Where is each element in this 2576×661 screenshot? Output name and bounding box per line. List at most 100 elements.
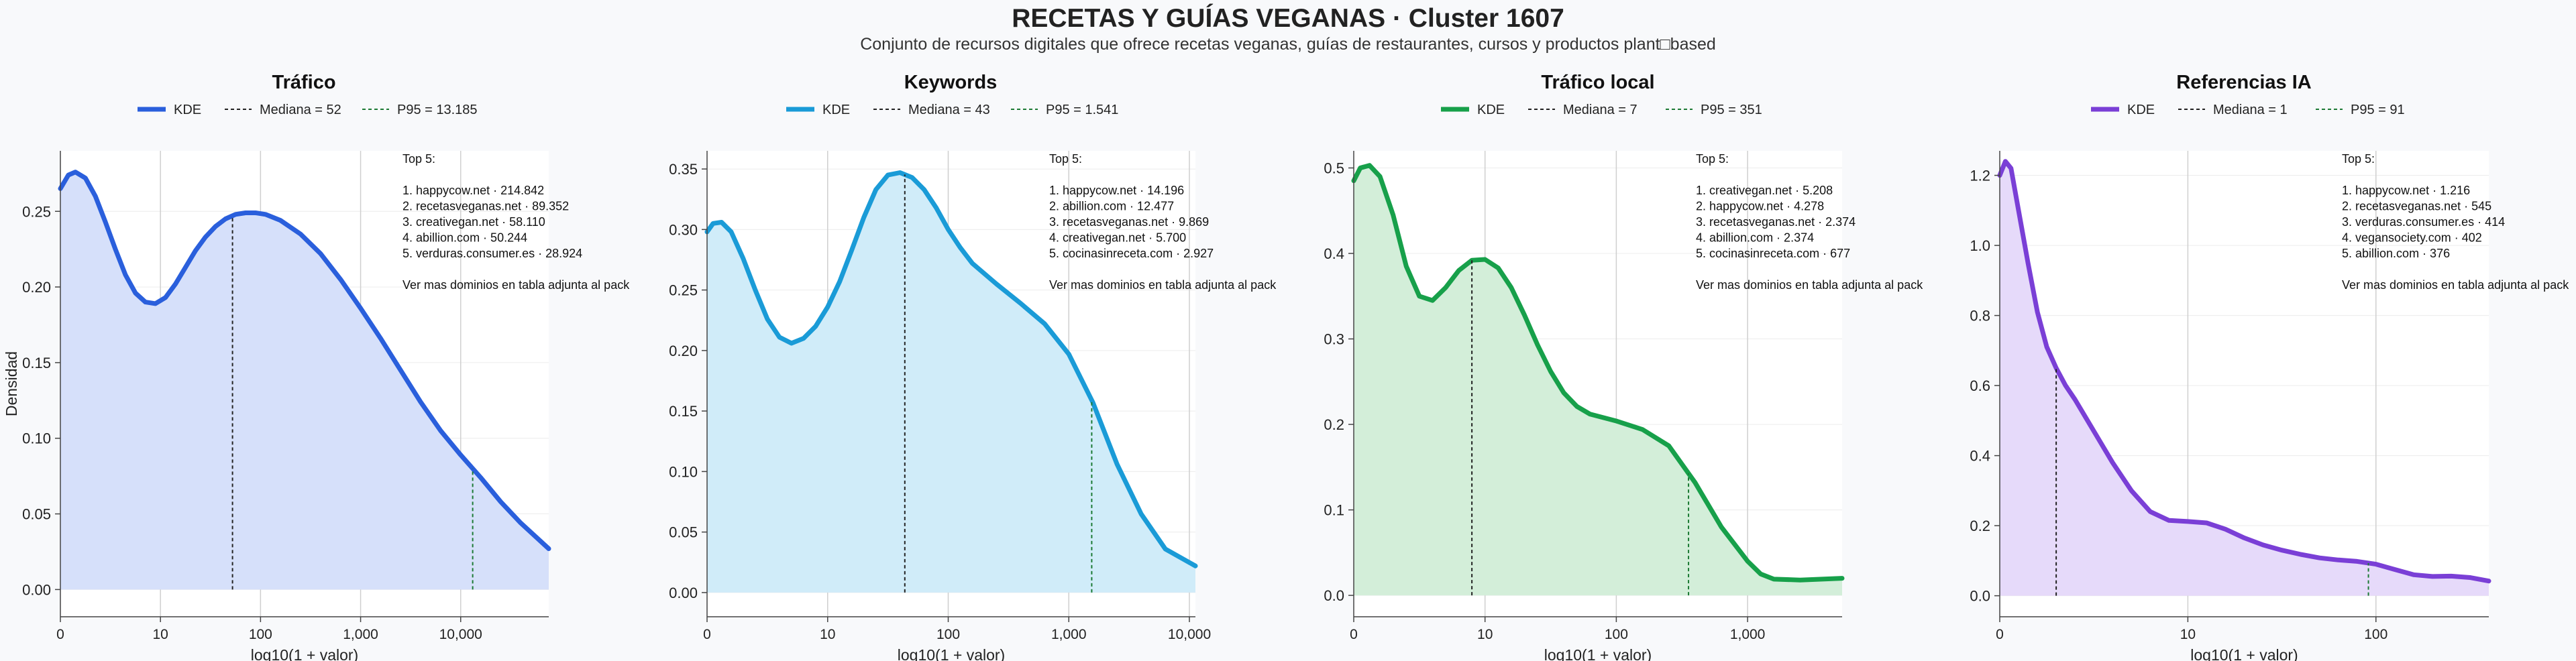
y-tick-label: 1.0 [1970, 237, 1990, 254]
annotation-line: Top 5: [1049, 152, 1082, 166]
annotation-line: 4. creativegan.net · 5.700 [1049, 231, 1186, 245]
annotation-line: 2. recetasveganas.net · 89.352 [402, 200, 569, 213]
y-tick-label: 0.10 [669, 463, 698, 480]
x-tick-label: 10 [2180, 627, 2196, 642]
x-tick-label: 0 [703, 627, 711, 642]
x-tick-label: 10,000 [1168, 627, 1211, 642]
chart-title: Tráfico local [1541, 72, 1654, 93]
y-tick-label: 0.0 [1324, 587, 1344, 604]
annotation-line: 5. cocinasinreceta.com · 2.927 [1049, 247, 1214, 260]
annotation-line: Ver mas dominios en tabla adjunta al pac… [1049, 278, 1277, 292]
y-tick-label: 0.4 [1970, 448, 1990, 465]
y-tick-label: 0.20 [22, 279, 51, 296]
y-tick-label: 0.3 [1324, 331, 1344, 348]
annotation-line: 1. happycow.net · 14.196 [1049, 184, 1184, 197]
legend-median-label: Mediana = 52 [260, 103, 341, 117]
page-subtitle: Conjunto de recursos digitales que ofrec… [860, 35, 1716, 54]
x-tick-label: 0 [1350, 627, 1358, 642]
annotation-line: 3. recetasveganas.net · 2.374 [1696, 215, 1856, 229]
x-tick-label: 100 [2364, 627, 2387, 642]
legend-p95-label: P95 = 91 [2351, 103, 2405, 117]
legend-p95-label: P95 = 13.185 [397, 103, 478, 117]
x-axis-label: log10(1 + valor) [2190, 646, 2298, 661]
kde-line [1351, 163, 1845, 583]
x-axis-label: log10(1 + valor) [898, 646, 1005, 661]
legend-median-label: Mediana = 1 [2213, 103, 2288, 117]
y-tick-label: 0.5 [1324, 160, 1344, 177]
y-tick-label: 0.8 [1970, 308, 1990, 324]
annotation-line: 2. happycow.net · 4.278 [1696, 200, 1824, 213]
chart-title: Tráfico [272, 72, 335, 93]
x-tick-label: 100 [936, 627, 960, 642]
annotation-line: 4. vegansociety.com · 402 [2342, 231, 2482, 245]
annotation-line: Top 5: [402, 152, 435, 166]
annotation-line: 2. abillion.com · 12.477 [1049, 200, 1174, 213]
legend-median-label: Mediana = 43 [908, 103, 990, 117]
chart-title: Referencias IA [2176, 72, 2312, 93]
y-axis-label: Densidad [3, 351, 20, 416]
y-tick-label: 1.2 [1970, 168, 1990, 184]
x-axis-label: log10(1 + valor) [251, 646, 358, 661]
annotation-line: 1. creativegan.net · 5.208 [1696, 184, 1833, 197]
y-tick-label: 0.25 [22, 203, 51, 220]
x-axis-label: log10(1 + valor) [1544, 646, 1652, 661]
y-tick-label: 0.25 [669, 282, 698, 299]
y-tick-label: 0.00 [669, 585, 698, 601]
x-tick-label: 100 [249, 627, 272, 642]
chart-panel-2: 0.00 0.05 0.10 0.15 0.20 0.25 0.30 0.35 0 10 100 1,… [669, 72, 1277, 661]
y-tick-label: 0.4 [1324, 245, 1344, 262]
annotation-line: Ver mas dominios en tabla adjunta al pac… [1696, 278, 1923, 292]
annotation-line: 4. abillion.com · 2.374 [1696, 231, 1814, 245]
y-tick-label: 0.05 [669, 524, 698, 541]
legend-median-label: Mediana = 7 [1563, 103, 1638, 117]
page-title: RECETAS Y GUÍAS VEGANAS · Cluster 1607 [1012, 4, 1564, 33]
y-tick-label: 0.15 [22, 355, 51, 371]
chart-panel-4: 0.0 0.2 0.4 0.6 0.8 1.0 1.2 0 10 100 log10(1 + val… [1970, 72, 2569, 661]
kde-area [1354, 165, 1842, 596]
y-tick-label: 0.20 [669, 343, 698, 359]
legend-kde-label: KDE [822, 103, 850, 117]
x-tick-label: 1,000 [343, 627, 378, 642]
annotation-line: Ver mas dominios en tabla adjunta al pac… [2342, 278, 2569, 292]
legend-kde-label: KDE [174, 103, 201, 117]
x-tick-label: 0 [1996, 627, 2004, 642]
annotation-line: 4. abillion.com · 50.244 [402, 231, 527, 245]
y-tick-label: 0.1 [1324, 502, 1344, 519]
annotation-line: 5. cocinasinreceta.com · 677 [1696, 247, 1850, 260]
x-tick-label: 0 [56, 627, 64, 642]
kde-area [2000, 161, 2489, 596]
y-tick-label: 0.0 [1970, 588, 1990, 605]
annotation-line: Ver mas dominios en tabla adjunta al pac… [402, 278, 630, 292]
legend-p95-label: P95 = 351 [1701, 103, 1762, 117]
y-tick-label: 0.30 [669, 221, 698, 238]
annotation-line: 5. abillion.com · 376 [2342, 247, 2450, 260]
annotation-line: Top 5: [2342, 152, 2375, 166]
annotation-line: 3. recetasveganas.net · 9.869 [1049, 215, 1209, 229]
legend-p95-label: P95 = 1.541 [1046, 103, 1118, 117]
x-tick-label: 1,000 [1051, 627, 1087, 642]
legend-kde-label: KDE [1477, 103, 1505, 117]
x-tick-label: 10,000 [439, 627, 482, 642]
legend-kde-label: KDE [2127, 103, 2155, 117]
annotation-line: 2. recetasveganas.net · 545 [2342, 200, 2491, 213]
x-tick-label: 10 [1477, 627, 1493, 642]
y-tick-label: 0.05 [22, 506, 51, 523]
y-tick-label: 0.2 [1324, 416, 1344, 433]
y-tick-label: 0.2 [1970, 518, 1990, 534]
x-tick-label: 10 [820, 627, 835, 642]
x-tick-label: 1,000 [1730, 627, 1766, 642]
kde-line [704, 170, 1198, 568]
annotation-line: 3. creativegan.net · 58.110 [402, 215, 545, 229]
annotation-line: 3. verduras.consumer.es · 414 [2342, 215, 2505, 229]
x-tick-label: 100 [1605, 627, 1628, 642]
kde-line [1997, 159, 2491, 584]
y-tick-label: 0.35 [669, 161, 698, 178]
annotation-line: 1. happycow.net · 1.216 [2342, 184, 2470, 197]
y-tick-label: 0.6 [1970, 377, 1990, 394]
chart-panel-1: 0.00 0.05 0.10 0.15 0.20 0.25 0 10 100 1,000 10,00… [3, 72, 630, 661]
annotation-line: Top 5: [1696, 152, 1729, 166]
chart-title: Keywords [904, 72, 998, 93]
annotation-line: 5. verduras.consumer.es · 28.924 [402, 247, 582, 260]
y-tick-label: 0.10 [22, 430, 51, 447]
